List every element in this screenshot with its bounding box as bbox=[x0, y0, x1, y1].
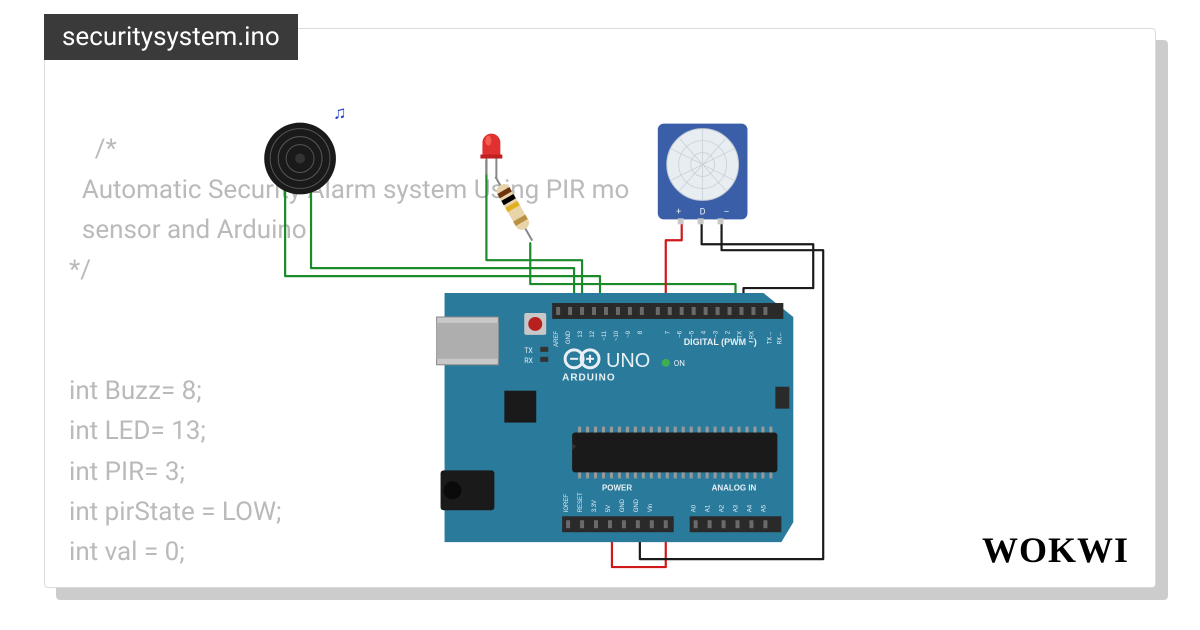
svg-text:~5: ~5 bbox=[690, 330, 696, 337]
code-line: int PIR= 3; bbox=[69, 457, 185, 487]
code-line: int pirState = LOW; bbox=[69, 497, 282, 527]
analog-pin-labels: A0 A1 A2 A3 A4 A5 bbox=[692, 504, 768, 512]
analog-header bbox=[690, 516, 782, 532]
code-line: int val = 0; bbox=[69, 537, 185, 567]
analog-label: ANALOG IN bbox=[712, 483, 757, 492]
wokwi-logo: WOKWI bbox=[982, 529, 1129, 571]
code-line: */ bbox=[69, 255, 91, 285]
main-card: /* Automatic Security Alarm system Using… bbox=[44, 28, 1156, 588]
code-line: /* bbox=[95, 134, 117, 164]
svg-text:A2: A2 bbox=[720, 504, 726, 512]
on-led-icon bbox=[662, 359, 670, 367]
svg-text:GND: GND bbox=[634, 498, 640, 512]
svg-text:4: 4 bbox=[702, 330, 708, 334]
code-line: int Buzz= 8; bbox=[69, 376, 202, 406]
digital-label: DIGITAL (PWM ~) bbox=[684, 337, 757, 347]
filename-tab: securitysystem.ino bbox=[44, 14, 298, 60]
svg-text:TX: TX bbox=[737, 331, 743, 339]
wire-pir-gnd bbox=[640, 220, 823, 559]
pir-sensor-component: + D – bbox=[658, 124, 748, 225]
svg-text:2: 2 bbox=[726, 330, 732, 334]
svg-text:+: + bbox=[676, 207, 681, 217]
svg-text:TX→: TX→ bbox=[766, 331, 773, 344]
svg-text:A0: A0 bbox=[692, 504, 698, 512]
svg-text:~6: ~6 bbox=[678, 330, 684, 337]
code-block: /* Automatic Security Alarm system Using… bbox=[69, 89, 629, 588]
wire-pir-data bbox=[702, 220, 814, 306]
on-label: ON bbox=[674, 359, 685, 368]
svg-text:D: D bbox=[700, 207, 706, 217]
svg-text:RX: RX bbox=[749, 331, 755, 339]
svg-text:A4: A4 bbox=[747, 504, 753, 512]
code-line: int LED= 13; bbox=[69, 416, 206, 446]
svg-text:–: – bbox=[724, 207, 730, 217]
svg-text:A1: A1 bbox=[706, 504, 712, 512]
svg-text:A3: A3 bbox=[734, 504, 740, 512]
code-line: Automatic Security Alarm system Using PI… bbox=[69, 175, 629, 205]
svg-text:~3: ~3 bbox=[714, 330, 720, 337]
code-line: sensor and Arduino bbox=[69, 215, 307, 245]
svg-text:7: 7 bbox=[666, 330, 672, 334]
svg-text:Vin: Vin bbox=[648, 504, 654, 513]
svg-text:A5: A5 bbox=[761, 504, 767, 512]
svg-text:8: 8 bbox=[638, 330, 644, 334]
svg-text:RX←: RX← bbox=[776, 331, 783, 344]
